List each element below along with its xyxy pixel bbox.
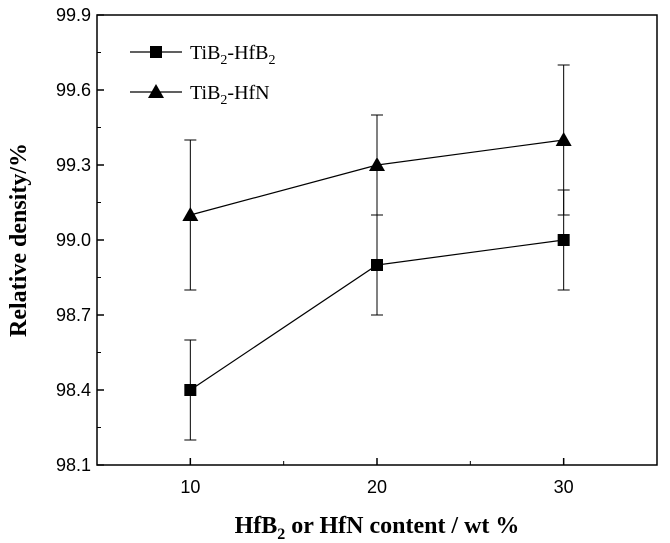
x-axis-label-rest: or HfN content / wt % bbox=[285, 513, 519, 539]
y-tick-label: 98.7 bbox=[56, 305, 91, 325]
x-tick-label: 30 bbox=[554, 477, 574, 497]
data-point bbox=[557, 234, 570, 246]
y-tick-label: 99.3 bbox=[56, 155, 91, 175]
tick-marks bbox=[97, 14, 565, 466]
legend-text: -HfB bbox=[227, 42, 268, 64]
series-tib2-hfb2 bbox=[184, 189, 570, 441]
x-tick-labels: 10 20 30 bbox=[180, 477, 573, 497]
y-tick-label: 98.1 bbox=[56, 455, 91, 475]
legend-text: -HfN bbox=[227, 82, 269, 104]
legend-label: TiB2-HfN bbox=[190, 82, 270, 108]
legend-subscript: 2 bbox=[220, 53, 227, 68]
data-point bbox=[371, 259, 383, 271]
legend-entry: TiB2-HfB2 bbox=[130, 42, 276, 68]
y-tick-label: 99.6 bbox=[56, 80, 91, 100]
y-tick-label: 98.4 bbox=[56, 380, 91, 400]
legend-text: TiB bbox=[190, 42, 220, 64]
legend-marker bbox=[148, 84, 164, 98]
legend-entry: TiB2-HfN bbox=[130, 82, 270, 108]
legend-label: TiB2-HfB2 bbox=[190, 42, 276, 68]
legend-marker bbox=[150, 46, 162, 58]
x-axis-label-main: HfB bbox=[235, 513, 278, 539]
legend-subscript: 2 bbox=[220, 93, 227, 108]
x-tick-label: 20 bbox=[367, 477, 387, 497]
data-point bbox=[555, 132, 572, 146]
x-tick-label: 10 bbox=[180, 477, 200, 497]
x-axis-label: HfB2 or HfN content / wt % bbox=[235, 513, 520, 543]
series-tib2-hfn bbox=[182, 64, 572, 291]
x-axis-label-subscript: 2 bbox=[277, 526, 285, 543]
legend-text: TiB bbox=[190, 82, 220, 104]
legend-subscript: 2 bbox=[269, 53, 276, 68]
y-tick-labels: 98.1 98.4 98.7 99.0 99.3 99.6 99.9 bbox=[56, 5, 91, 475]
y-tick-label: 99.0 bbox=[56, 230, 91, 250]
data-point bbox=[182, 207, 199, 221]
y-tick-label: 99.9 bbox=[56, 5, 91, 25]
data-point bbox=[369, 157, 385, 171]
data-point bbox=[184, 384, 197, 396]
series-layer bbox=[182, 64, 572, 441]
y-axis-label: Relative density/% bbox=[6, 143, 32, 337]
